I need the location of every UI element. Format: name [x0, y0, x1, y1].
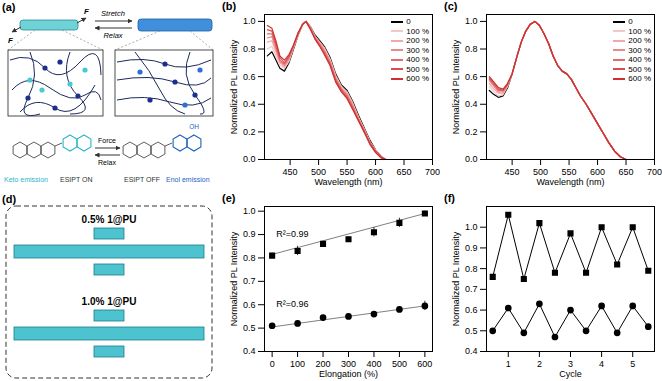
svg-text:1.0: 1.0 — [243, 206, 256, 216]
svg-text:0.6: 0.6 — [465, 72, 478, 82]
svg-text:700: 700 — [647, 167, 662, 177]
svg-text:F: F — [8, 36, 14, 45]
svg-text:0.8: 0.8 — [465, 44, 478, 54]
html-text:200 %: 200 % — [628, 36, 651, 45]
svg-text:Force: Force — [98, 137, 116, 144]
svg-text:Normalized PL Intensity: Normalized PL Intensity — [229, 231, 239, 326]
html-text:(e): (e) — [222, 192, 236, 204]
svg-text:500: 500 — [311, 167, 326, 177]
svg-text:0.4: 0.4 — [465, 99, 478, 109]
html-text:(b): (b) — [222, 0, 236, 12]
html-text:400 %: 400 % — [406, 55, 429, 64]
svg-text:Cycle: Cycle — [559, 369, 582, 379]
svg-text:4: 4 — [599, 359, 604, 369]
svg-text:3: 3 — [568, 359, 573, 369]
svg-text:0.0: 0.0 — [465, 154, 478, 164]
svg-text:0.8: 0.8 — [243, 44, 256, 54]
html-text:400 %: 400 % — [628, 55, 651, 64]
svg-text:1.0: 1.0 — [243, 16, 256, 26]
svg-text:Wavelength (nm): Wavelength (nm) — [536, 177, 604, 187]
svg-text:650: 650 — [619, 167, 634, 177]
svg-text:ESIPT ON: ESIPT ON — [60, 176, 93, 183]
svg-text:0.4: 0.4 — [243, 99, 256, 109]
svg-text:0.6: 0.6 — [465, 305, 478, 315]
svg-text:200: 200 — [316, 359, 331, 369]
html-text:100 %: 100 % — [406, 26, 429, 36]
svg-text:450: 450 — [505, 167, 520, 177]
svg-text:Keto emission: Keto emission — [4, 176, 48, 183]
svg-text:Normalized PL Intensity: Normalized PL Intensity — [451, 231, 461, 326]
svg-text:(a): (a) — [2, 1, 16, 13]
svg-text:450: 450 — [283, 167, 298, 177]
svg-text:Enol emission: Enol emission — [166, 176, 210, 183]
svg-text:0.5% 1@PU: 0.5% 1@PU — [82, 214, 137, 225]
html-text:600 %: 600 % — [628, 74, 651, 83]
svg-text:550: 550 — [340, 167, 355, 177]
svg-text:Normalized PL Intensity: Normalized PL Intensity — [229, 39, 239, 134]
svg-text:Stretch: Stretch — [101, 9, 125, 18]
svg-text:550: 550 — [562, 167, 577, 177]
svg-text:0.4: 0.4 — [243, 346, 256, 356]
html-text:500 %: 500 % — [406, 64, 429, 74]
svg-text:0.5: 0.5 — [465, 326, 478, 336]
svg-text:ESIPT OFF: ESIPT OFF — [124, 176, 160, 183]
html-text:(f): (f) — [444, 192, 455, 204]
svg-text:F: F — [84, 7, 90, 16]
html-text:200 %: 200 % — [406, 36, 429, 45]
svg-text:0.5: 0.5 — [243, 323, 256, 333]
html-text:(c): (c) — [444, 0, 458, 12]
svg-text:1.0% 1@PU: 1.0% 1@PU — [82, 296, 137, 307]
svg-text:Relax: Relax — [103, 31, 122, 40]
svg-text:0.8: 0.8 — [243, 253, 256, 263]
svg-text:600: 600 — [417, 359, 432, 369]
svg-text:Elongation (%): Elongation (%) — [319, 369, 378, 379]
svg-text:0.7: 0.7 — [243, 276, 256, 286]
svg-text:600: 600 — [590, 167, 605, 177]
svg-text:0.6: 0.6 — [243, 72, 256, 82]
svg-text:650: 650 — [397, 167, 412, 177]
svg-text:100: 100 — [290, 359, 305, 369]
svg-text:0.6: 0.6 — [243, 300, 256, 310]
html-text:300 %: 300 % — [628, 45, 651, 55]
svg-text:300: 300 — [341, 359, 356, 369]
svg-text:Normalized PL Intensity: Normalized PL Intensity — [451, 39, 461, 134]
svg-text:0.7: 0.7 — [465, 284, 478, 294]
svg-text:700: 700 — [425, 167, 440, 177]
svg-text:5: 5 — [630, 359, 635, 369]
svg-text:R²=0.96: R²=0.96 — [276, 299, 308, 309]
html-text:100 %: 100 % — [628, 26, 651, 36]
html-text:500 %: 500 % — [628, 64, 651, 74]
svg-text:Relax: Relax — [98, 159, 116, 166]
svg-text:Wavelength (nm): Wavelength (nm) — [314, 177, 382, 187]
svg-text:0: 0 — [270, 359, 275, 369]
svg-text:0.4: 0.4 — [465, 346, 478, 356]
svg-text:0.2: 0.2 — [465, 127, 478, 137]
svg-text:2: 2 — [537, 359, 542, 369]
html-text:0: 0 — [406, 17, 411, 26]
svg-text:0.2: 0.2 — [243, 127, 256, 137]
svg-text:400: 400 — [366, 359, 381, 369]
svg-text:500: 500 — [392, 359, 407, 369]
svg-text:1: 1 — [506, 359, 511, 369]
svg-text:1.0: 1.0 — [465, 222, 478, 232]
svg-text:0.9: 0.9 — [465, 243, 478, 253]
svg-text:OH: OH — [189, 123, 199, 130]
svg-text:500: 500 — [533, 167, 548, 177]
svg-text:600: 600 — [368, 167, 383, 177]
html-text:300 %: 300 % — [406, 45, 429, 55]
html-text:600 %: 600 % — [406, 74, 429, 83]
svg-text:R²=0.99: R²=0.99 — [276, 228, 308, 238]
html-text:0: 0 — [628, 17, 633, 26]
svg-text:(d): (d) — [2, 193, 16, 205]
svg-text:0.9: 0.9 — [243, 229, 256, 239]
svg-text:0.8: 0.8 — [465, 264, 478, 274]
svg-text:1.0: 1.0 — [465, 16, 478, 26]
svg-text:0.0: 0.0 — [243, 154, 256, 164]
